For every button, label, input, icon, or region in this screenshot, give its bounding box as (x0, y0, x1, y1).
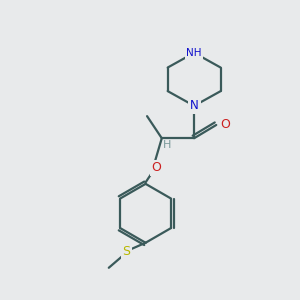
Text: N: N (190, 99, 199, 112)
Text: O: O (220, 118, 230, 131)
Text: NH: NH (186, 48, 202, 58)
Text: H: H (163, 140, 171, 150)
Text: S: S (122, 245, 130, 258)
Text: O: O (151, 161, 161, 174)
